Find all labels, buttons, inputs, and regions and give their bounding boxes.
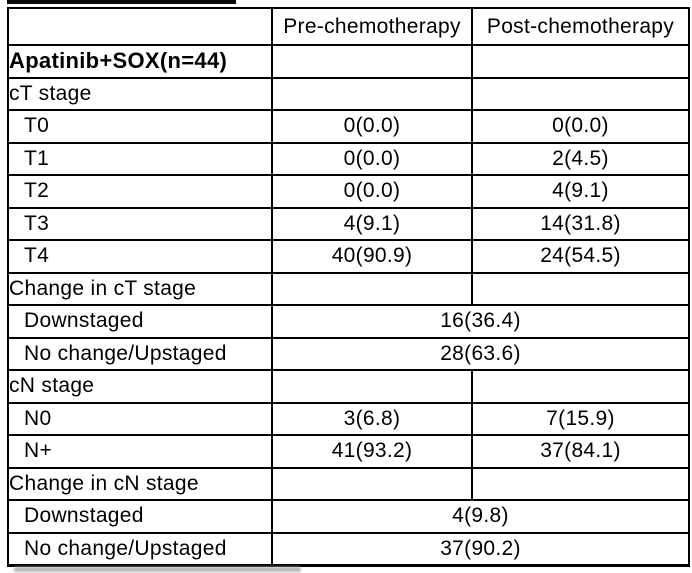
cn-downstaged-label: Downstaged <box>7 499 273 534</box>
t2-label: T2 <box>7 174 273 209</box>
cell-change-ct-pre <box>271 271 473 306</box>
row-t0: T0 0(0.0) 0(0.0) <box>7 109 690 144</box>
row-cn-nochange-upstaged: No change/Upstaged 37(90.2) <box>7 531 690 567</box>
row-n0: N0 3(6.8) 7(15.9) <box>7 401 690 436</box>
row-cn-stage-header: cN stage <box>7 369 690 404</box>
cell-t2-post: 4(9.1) <box>471 174 690 209</box>
change-cn-stage-label: Change in cN stage <box>7 466 273 501</box>
cell-ct-stage-post <box>471 76 690 111</box>
t0-label: T0 <box>7 109 273 144</box>
cell-t1-pre: 0(0.0) <box>271 141 473 176</box>
row-cn-downstaged: Downstaged 4(9.8) <box>7 499 690 534</box>
top-crop-artifact <box>7 0 236 4</box>
header-pre-chemotherapy: Pre-chemotherapy <box>271 7 473 46</box>
cell-t4-post: 24(54.5) <box>471 239 690 274</box>
ct-nochange-upstaged-label: No change/Upstaged <box>7 336 273 371</box>
row-t3: T3 4(9.1) 14(31.8) <box>7 206 690 241</box>
cell-n-plus-pre: 41(93.2) <box>271 434 473 469</box>
change-ct-stage-label: Change in cT stage <box>7 271 273 306</box>
group-label: Apatinib+SOX(n=44) <box>7 44 273 79</box>
t4-label: T4 <box>7 239 273 274</box>
ct-downstaged-label: Downstaged <box>7 304 273 339</box>
row-t4: T4 40(90.9) 24(54.5) <box>7 239 690 274</box>
t1-label: T1 <box>7 141 273 176</box>
cell-n0-post: 7(15.9) <box>471 401 690 436</box>
cell-t4-pre: 40(90.9) <box>271 239 473 274</box>
cell-n0-pre: 3(6.8) <box>271 401 473 436</box>
row-change-ct-stage: Change in cT stage <box>7 271 690 306</box>
ct-stage-label: cT stage <box>7 76 273 111</box>
row-n-plus: N+ 41(93.2) 37(84.1) <box>7 434 690 469</box>
n-plus-label: N+ <box>7 434 273 469</box>
bottom-shadow-artifact <box>14 567 301 572</box>
row-ct-stage-header: cT stage <box>7 76 690 111</box>
cell-cn-stage-pre <box>271 369 473 404</box>
cell-cn-stage-post <box>471 369 690 404</box>
cell-ct-nochange-merged: 28(63.6) <box>271 336 690 371</box>
cell-apatinib-post <box>471 44 690 79</box>
cell-change-ct-post <box>471 271 690 306</box>
cell-ct-downstaged-merged: 16(36.4) <box>271 304 690 339</box>
cell-t0-pre: 0(0.0) <box>271 109 473 144</box>
row-t1: T1 0(0.0) 2(4.5) <box>7 141 690 176</box>
cn-stage-label: cN stage <box>7 369 273 404</box>
cell-t3-pre: 4(9.1) <box>271 206 473 241</box>
cell-change-cn-pre <box>271 466 473 501</box>
row-group-apatinib-sox: Apatinib+SOX(n=44) <box>7 44 690 79</box>
t3-label: T3 <box>7 206 273 241</box>
row-change-cn-stage: Change in cN stage <box>7 466 690 501</box>
cell-t3-post: 14(31.8) <box>471 206 690 241</box>
cell-cn-downstaged-merged: 4(9.8) <box>271 499 690 534</box>
row-ct-nochange-upstaged: No change/Upstaged 28(63.6) <box>7 336 690 371</box>
header-empty-cell <box>7 7 273 46</box>
row-ct-downstaged: Downstaged 16(36.4) <box>7 304 690 339</box>
header-post-chemotherapy: Post-chemotherapy <box>471 7 690 46</box>
row-t2: T2 0(0.0) 4(9.1) <box>7 174 690 209</box>
cell-t2-pre: 0(0.0) <box>271 174 473 209</box>
cell-t1-post: 2(4.5) <box>471 141 690 176</box>
table-header-row: Pre-chemotherapy Post-chemotherapy <box>7 7 690 46</box>
clinical-staging-table: Pre-chemotherapy Post-chemotherapy Apati… <box>7 7 690 567</box>
cell-change-cn-post <box>471 466 690 501</box>
cell-n-plus-post: 37(84.1) <box>471 434 690 469</box>
cell-t0-post: 0(0.0) <box>471 109 690 144</box>
cell-ct-stage-pre <box>271 76 473 111</box>
cell-apatinib-pre <box>271 44 473 79</box>
n0-label: N0 <box>7 401 273 436</box>
cell-cn-nochange-merged: 37(90.2) <box>271 531 690 567</box>
cn-nochange-upstaged-label: No change/Upstaged <box>7 531 273 567</box>
